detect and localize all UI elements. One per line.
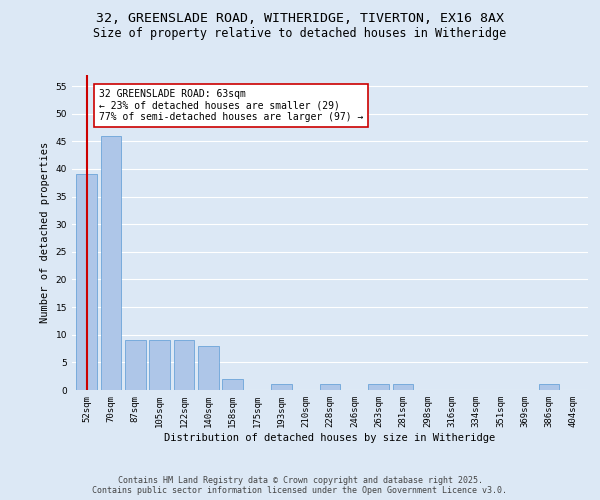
- X-axis label: Distribution of detached houses by size in Witheridge: Distribution of detached houses by size …: [164, 432, 496, 442]
- Bar: [125, 340, 146, 390]
- Bar: [101, 136, 121, 390]
- Bar: [320, 384, 340, 390]
- Bar: [392, 384, 413, 390]
- Y-axis label: Number of detached properties: Number of detached properties: [40, 142, 50, 323]
- Bar: [198, 346, 218, 390]
- Bar: [76, 174, 97, 390]
- Bar: [173, 340, 194, 390]
- Text: Contains HM Land Registry data © Crown copyright and database right 2025.
Contai: Contains HM Land Registry data © Crown c…: [92, 476, 508, 495]
- Text: 32 GREENSLADE ROAD: 63sqm
← 23% of detached houses are smaller (29)
77% of semi-: 32 GREENSLADE ROAD: 63sqm ← 23% of detac…: [99, 89, 363, 122]
- Bar: [271, 384, 292, 390]
- Text: Size of property relative to detached houses in Witheridge: Size of property relative to detached ho…: [94, 28, 506, 40]
- Text: 32, GREENSLADE ROAD, WITHERIDGE, TIVERTON, EX16 8AX: 32, GREENSLADE ROAD, WITHERIDGE, TIVERTO…: [96, 12, 504, 26]
- Bar: [149, 340, 170, 390]
- Bar: [539, 384, 559, 390]
- Bar: [368, 384, 389, 390]
- Bar: [222, 379, 243, 390]
